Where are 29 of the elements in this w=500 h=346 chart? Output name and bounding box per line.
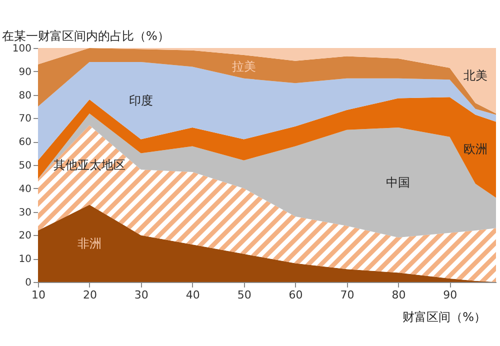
series-label: 欧洲 [463,142,488,156]
x-tick-label: 30 [134,288,148,302]
x-tick-label: 80 [392,288,406,302]
y-axis-title: 在某一财富区间内的占比（%） [2,29,170,43]
y-tick-label: 0 [25,278,32,288]
x-tick-label: 50 [237,288,252,302]
x-tick-label: 90 [443,288,458,302]
y-tick-label: 30 [18,207,32,218]
series-label: 其他亚太地区 [53,158,126,172]
y-tick-label: 50 [18,160,32,172]
y-tick-label: 80 [18,90,32,102]
series-label: 拉美 [232,60,256,74]
series-label: 印度 [128,94,153,108]
y-tick-label: 10 [18,254,32,266]
x-axis-title: 财富区间（%） [402,310,486,324]
y-tick-label: 90 [18,66,32,78]
x-tick-label: 40 [186,288,200,302]
y-tick-label: 70 [18,114,32,125]
x-tick-label: 20 [82,288,97,302]
y-tick-label: 100 [12,44,32,54]
series-label: 北美 [463,68,488,82]
x-tick-label: 60 [288,288,303,302]
series-label: 中国 [386,176,410,190]
y-tick-label: 20 [18,230,32,242]
series-label: 非洲 [77,236,102,250]
x-tick-label: 10 [32,288,46,302]
y-tick-label: 60 [18,137,32,148]
x-tick-label: 70 [340,288,354,302]
y-tick-label: 40 [18,184,32,195]
